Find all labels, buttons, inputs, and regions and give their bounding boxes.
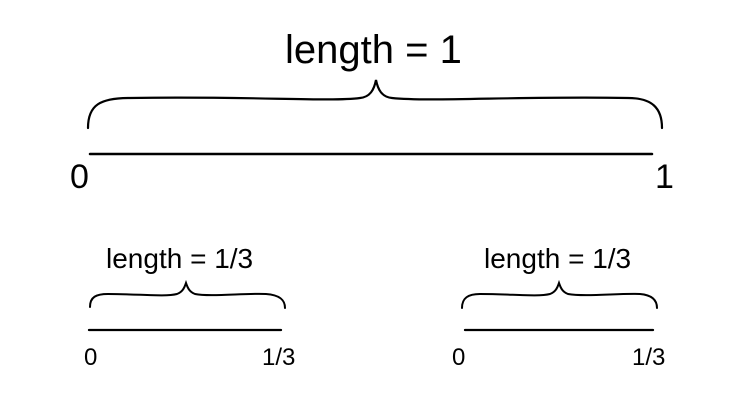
right-brace — [461, 279, 658, 309]
top-end-label: 1 — [655, 158, 674, 196]
right-end-label: 1/3 — [632, 344, 666, 371]
left-start-label: 0 — [84, 344, 98, 371]
left-brace — [89, 279, 286, 309]
top-start-label: 0 — [70, 158, 89, 196]
left-length-label: length = 1/3 — [106, 243, 254, 274]
right-start-label: 0 — [452, 344, 466, 371]
right-length-label: length = 1/3 — [484, 243, 632, 274]
top-brace — [86, 79, 664, 130]
top-length-label: length = 1 — [285, 28, 462, 72]
left-end-label: 1/3 — [262, 344, 296, 371]
